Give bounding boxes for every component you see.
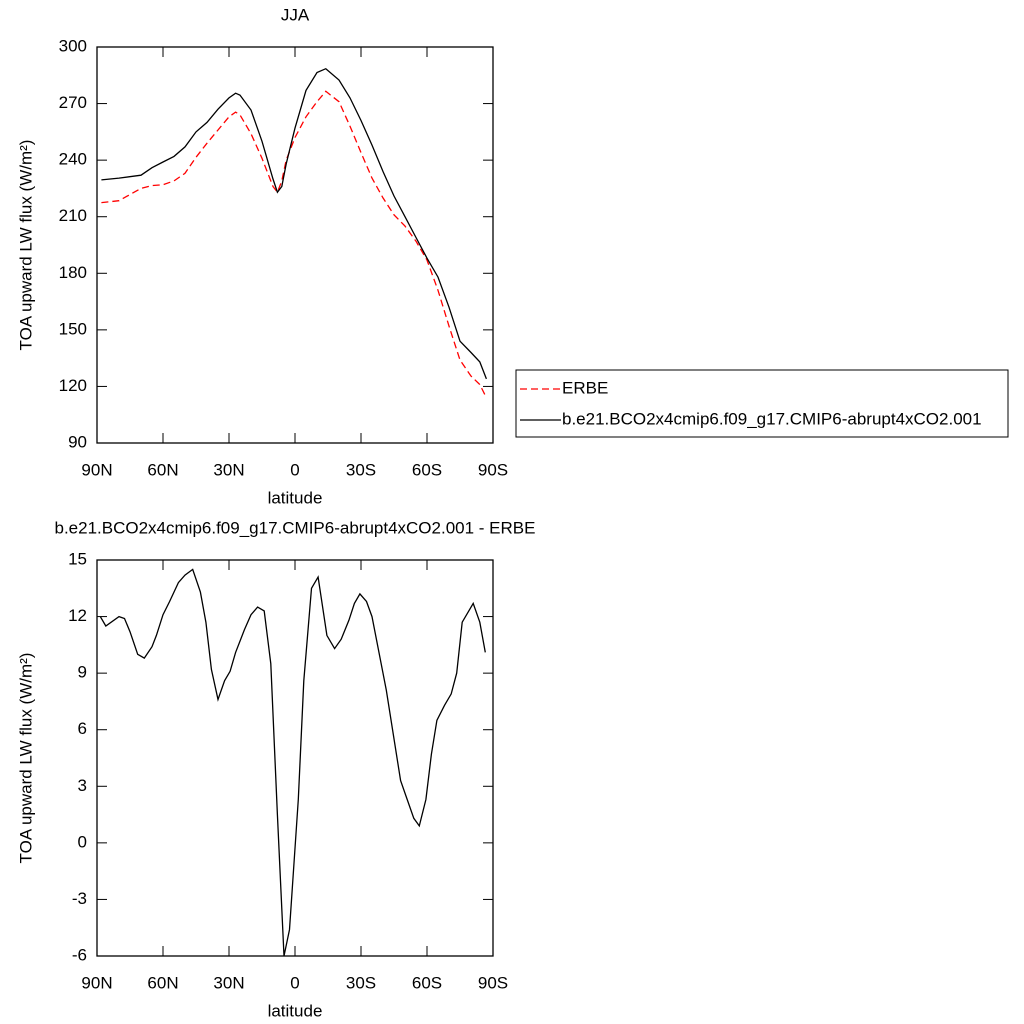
data-line bbox=[101, 67, 488, 380]
x-tick-label: 30N bbox=[213, 973, 244, 992]
legend-label: b.e21.BCO2x4cmip6.f09_g17.CMIP6-abrupt4x… bbox=[562, 409, 982, 428]
y-tick-label: 300 bbox=[59, 36, 87, 55]
y-tick-label: -6 bbox=[72, 945, 87, 964]
x-tick-label: 90N bbox=[81, 460, 112, 479]
x-tick-label: 60S bbox=[412, 460, 442, 479]
x-axis-label: latitude bbox=[268, 1001, 323, 1020]
y-tick-label: -3 bbox=[72, 889, 87, 908]
legend-label: ERBE bbox=[562, 378, 608, 397]
legend-box bbox=[515, 369, 1009, 438]
data-line bbox=[101, 90, 487, 398]
chart-title: JJA bbox=[281, 5, 310, 24]
y-axis-label: TOA upward LW flux (W/m²) bbox=[16, 140, 35, 351]
x-tick-label: 60N bbox=[147, 460, 178, 479]
y-tick-label: 9 bbox=[78, 663, 87, 682]
y-tick-label: 180 bbox=[59, 263, 87, 282]
x-tick-label: 30N bbox=[213, 460, 244, 479]
y-tick-label: 240 bbox=[59, 150, 87, 169]
y-tick-label: 6 bbox=[78, 719, 87, 738]
x-tick-label: 90S bbox=[478, 460, 508, 479]
y-axis-label: TOA upward LW flux (W/m²) bbox=[16, 653, 35, 864]
y-tick-label: 0 bbox=[78, 832, 87, 851]
y-tick-label: 3 bbox=[78, 776, 87, 795]
y-tick-label: 270 bbox=[59, 93, 87, 112]
x-tick-label: 60S bbox=[412, 973, 442, 992]
x-tick-label: 0 bbox=[290, 973, 299, 992]
x-tick-label: 90N bbox=[81, 973, 112, 992]
chart-title: b.e21.BCO2x4cmip6.f09_g17.CMIP6-abrupt4x… bbox=[55, 518, 536, 537]
x-axis-label: latitude bbox=[268, 488, 323, 507]
y-tick-label: 210 bbox=[59, 206, 87, 225]
plot-frame bbox=[96, 46, 494, 444]
x-tick-label: 30S bbox=[346, 460, 376, 479]
plot-frame bbox=[96, 559, 494, 957]
x-tick-label: 30S bbox=[346, 973, 376, 992]
x-tick-label: 90S bbox=[478, 973, 508, 992]
y-tick-label: 150 bbox=[59, 319, 87, 338]
x-tick-label: 0 bbox=[290, 460, 299, 479]
y-tick-label: 120 bbox=[59, 376, 87, 395]
y-tick-label: 90 bbox=[68, 432, 87, 451]
y-tick-label: 12 bbox=[68, 606, 87, 625]
x-tick-label: 60N bbox=[147, 973, 178, 992]
data-line bbox=[99, 568, 486, 957]
y-tick-label: 15 bbox=[68, 549, 87, 568]
